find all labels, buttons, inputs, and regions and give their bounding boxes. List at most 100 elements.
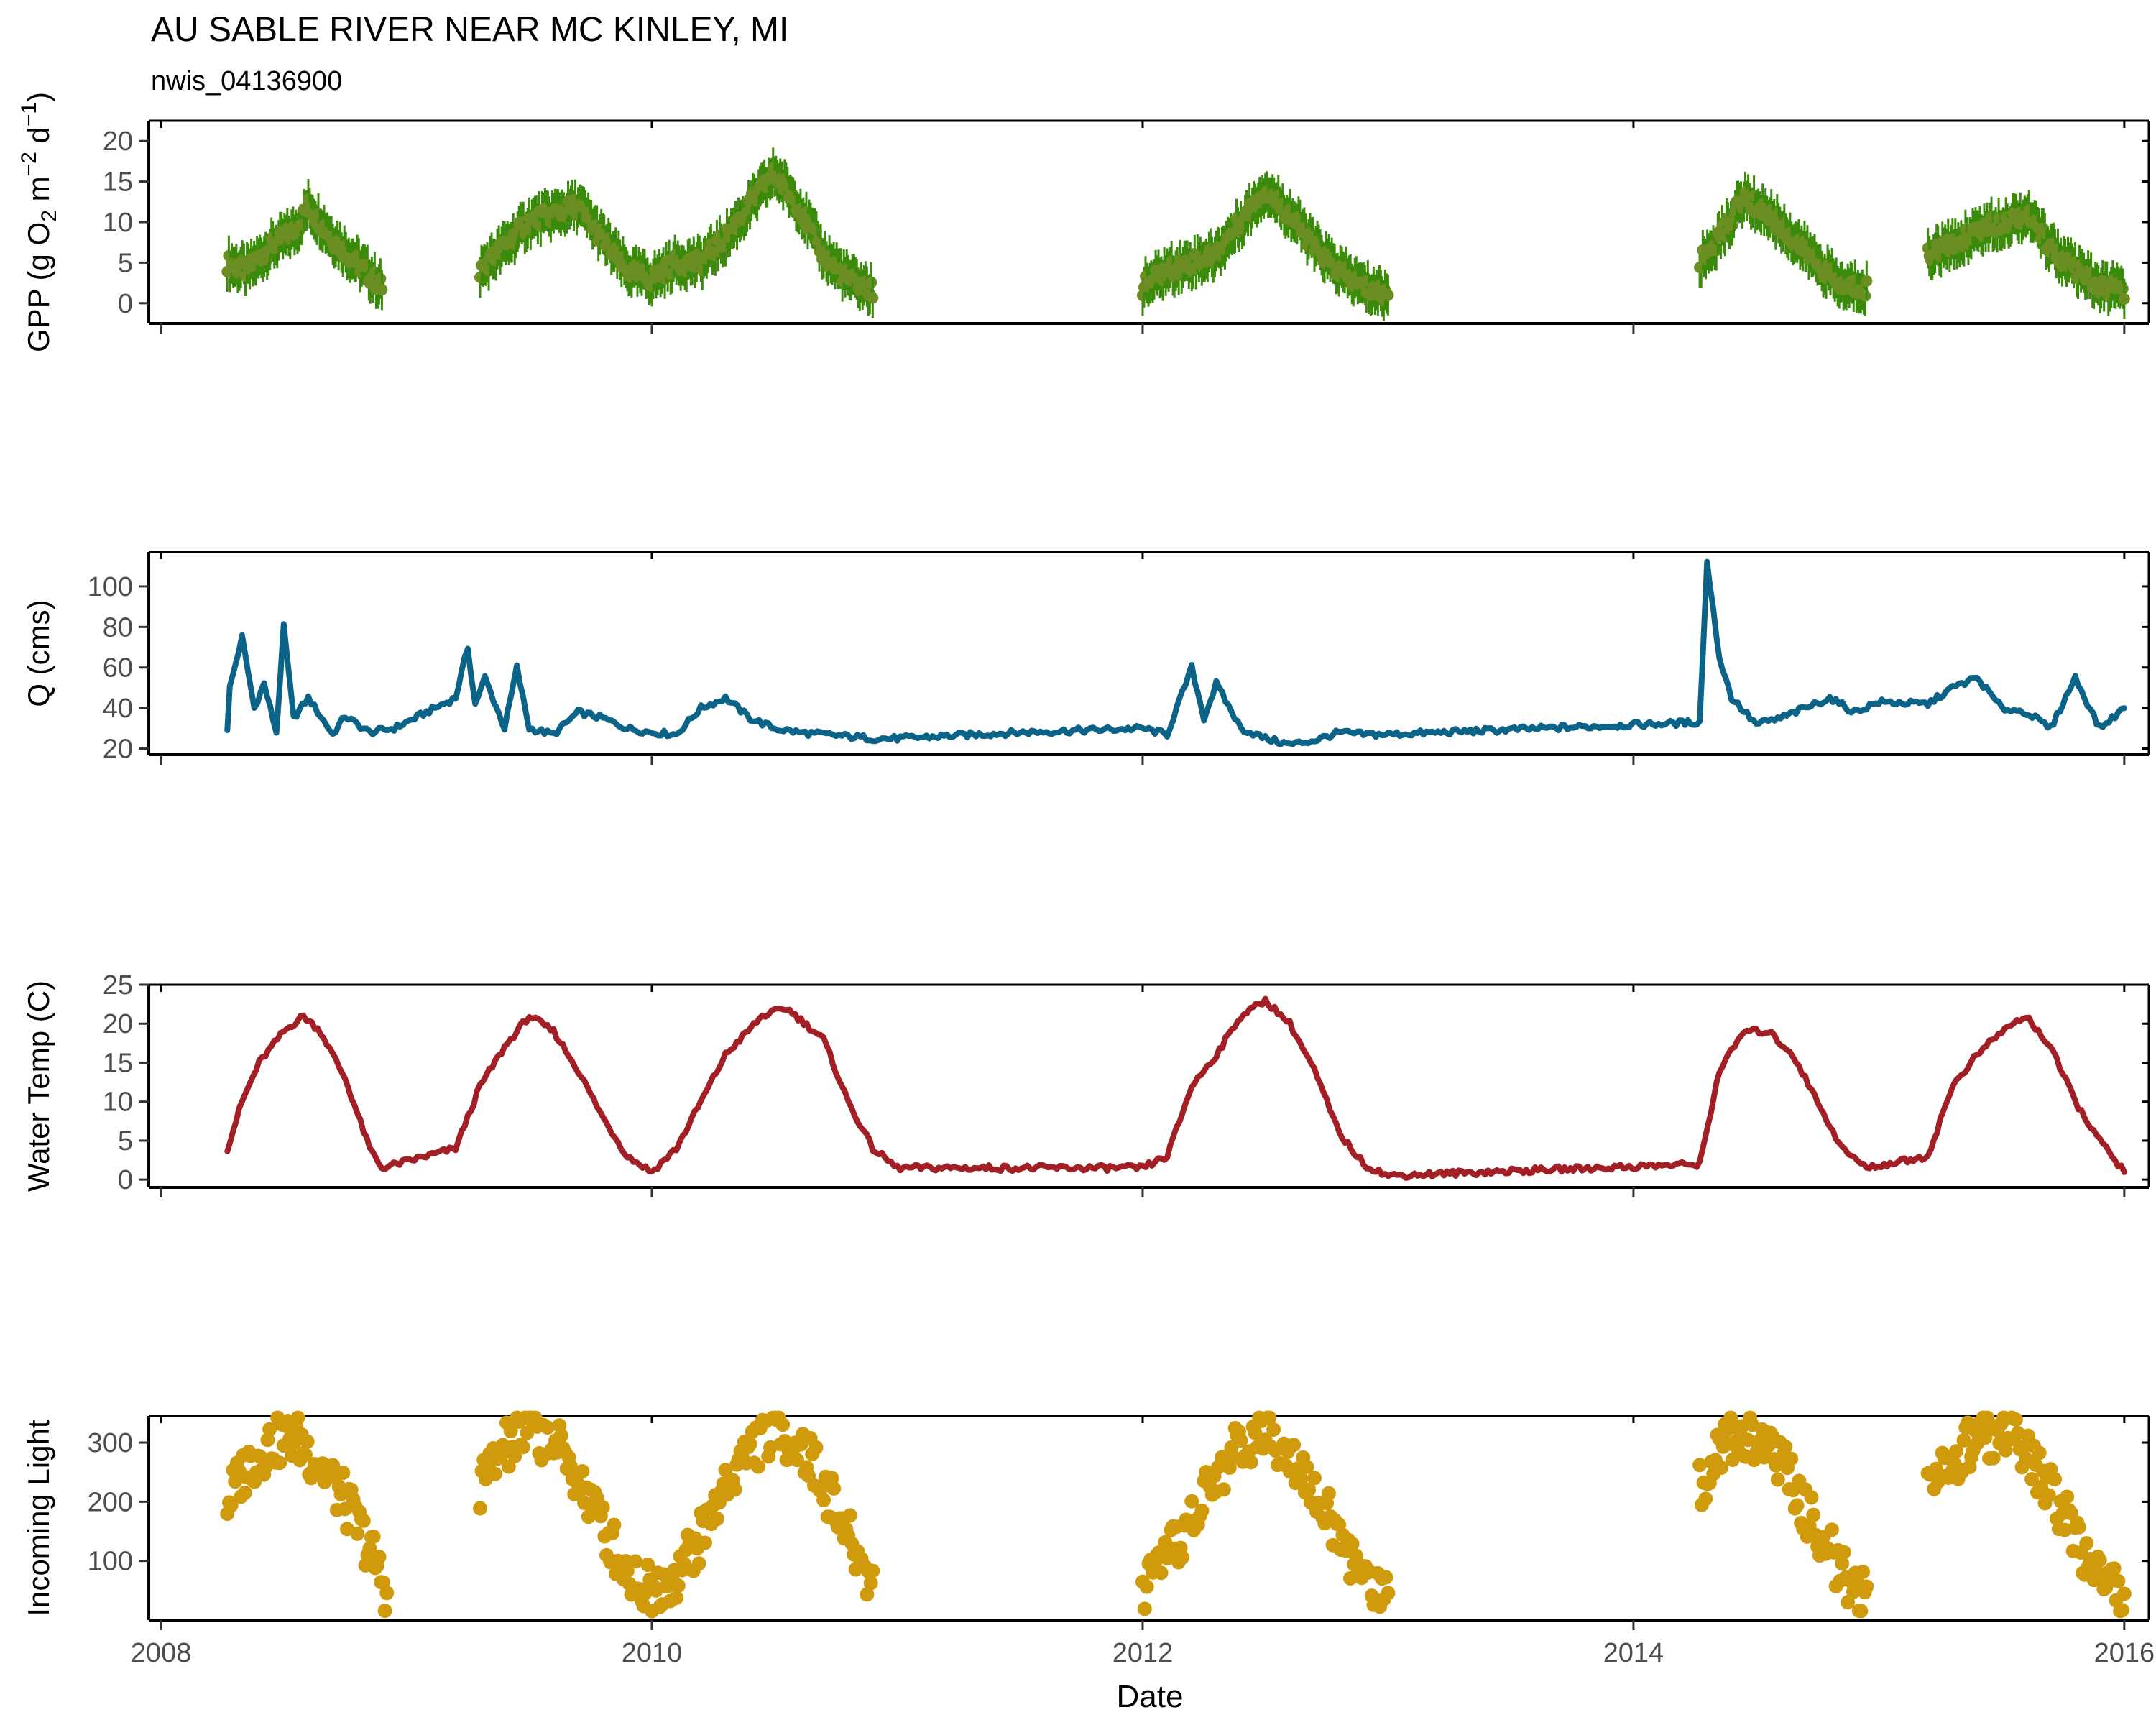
data-point [362, 1541, 377, 1556]
y-axis-label-part: −2 [17, 152, 41, 176]
data-point [1299, 1459, 1314, 1474]
gpp-panel: 0 5 10 15 20 GPP (g O2 m−2 d−1) [17, 92, 2150, 352]
y-tick-label: 80 [103, 612, 133, 643]
data-point [553, 1428, 568, 1443]
y-tick-label: 20 [103, 1009, 133, 1039]
y-tick-label: 15 [103, 167, 133, 198]
data-point [1978, 1430, 1993, 1445]
data-point [374, 272, 387, 285]
data-point [224, 1498, 239, 1513]
data-point [1137, 1601, 1152, 1616]
y-axis-label: Incoming Light [22, 1420, 55, 1616]
y-tick-label: 0 [118, 289, 133, 319]
data-point [628, 1554, 643, 1569]
water-temp-panel: 0 5 10 15 20 25 Water Temp (C) [22, 970, 2150, 1197]
data-point [336, 1466, 351, 1481]
data-point [842, 1508, 857, 1523]
data-point [860, 1587, 875, 1602]
data-point [1836, 1545, 1851, 1560]
data-point [1262, 1410, 1277, 1425]
data-point [2116, 1586, 2132, 1601]
data-point [1986, 1450, 2001, 1466]
data-point [865, 276, 877, 288]
y-tick-label: 200 [88, 1487, 133, 1517]
data-point [501, 1459, 516, 1474]
data-point [1294, 1472, 1309, 1487]
data-point [1778, 1439, 1793, 1454]
data-point [816, 1493, 831, 1508]
data-point [1692, 1458, 1708, 1473]
data-point [1804, 1490, 1819, 1505]
data-point [607, 1517, 622, 1532]
data-point [540, 1420, 555, 1435]
data-point [808, 1440, 824, 1455]
data-point [503, 1424, 518, 1439]
data-point [750, 1459, 765, 1474]
data-point [300, 1434, 315, 1449]
data-point [488, 1466, 503, 1481]
data-point [2111, 1573, 2126, 1588]
data-point [515, 1440, 530, 1455]
data-point [356, 1513, 371, 1528]
data-point [863, 1576, 878, 1591]
y-tick-label: 20 [103, 126, 133, 157]
data-point [1824, 1522, 1839, 1537]
data-point [1233, 1433, 1248, 1448]
data-point [575, 1464, 590, 1479]
data-point [1378, 1570, 1393, 1585]
data-point [2009, 1412, 2024, 1427]
data-point [237, 1485, 252, 1500]
data-point [272, 1455, 287, 1471]
data-point [326, 1458, 341, 1473]
data-point [2047, 1471, 2063, 1486]
x-tick-label: 2016 [2094, 1638, 2155, 1668]
y-tick-label: 25 [103, 970, 133, 1000]
y-tick-label: 0 [118, 1165, 133, 1195]
data-point [1286, 1438, 1302, 1453]
data-point [1853, 1604, 1869, 1619]
data-point [595, 1500, 610, 1515]
x-tick-label: 2008 [131, 1638, 192, 1668]
data-point [376, 284, 388, 296]
y-tick-label: 5 [118, 248, 133, 278]
data-point [1302, 1482, 1317, 1497]
y-axis-label: Q (cms) [22, 599, 55, 707]
data-point [1806, 1507, 1821, 1522]
data-point [290, 1410, 305, 1425]
data-point [1382, 289, 1394, 301]
data-point [1698, 1491, 1713, 1506]
y-tick-label: 10 [103, 208, 133, 238]
data-point [1194, 1503, 1210, 1518]
data-point [1381, 1586, 1396, 1601]
data-point [1859, 290, 1871, 302]
data-point [710, 1512, 725, 1527]
chart-title: AU SABLE RIVER NEAR MC KINLEY, MI [151, 11, 789, 49]
x-tick-label: 2012 [1112, 1638, 1174, 1668]
y-axis-label-part: d [22, 126, 55, 152]
chart-subtitle: nwis_04136900 [151, 66, 343, 96]
data-point [2060, 1489, 2075, 1504]
y-tick-label: 300 [88, 1428, 133, 1458]
data-point [472, 1501, 487, 1516]
data-point [377, 1604, 392, 1619]
data-point [1949, 1444, 1964, 1459]
y-axis-label-part: ) [22, 92, 55, 102]
data-point [1859, 1579, 1874, 1594]
data-point [865, 1563, 880, 1578]
data-point [2106, 1561, 2122, 1576]
data-point [669, 1590, 684, 1605]
data-point [262, 1422, 277, 1437]
y-axis-label-part: −1 [17, 102, 41, 126]
data-point [2079, 1536, 2094, 1551]
data-point [1956, 1432, 1971, 1448]
data-point [691, 1556, 706, 1571]
series-line [224, 558, 2127, 748]
y-tick-label: 60 [103, 653, 133, 684]
discharge-panel: 20 40 60 80 100 Q (cms) [22, 551, 2150, 765]
data-point [698, 1535, 713, 1550]
data-point [1835, 1556, 1850, 1571]
x-axis-label: Date [1117, 1679, 1184, 1714]
data-point [1321, 1486, 1336, 1501]
data-point [1856, 1564, 1871, 1579]
